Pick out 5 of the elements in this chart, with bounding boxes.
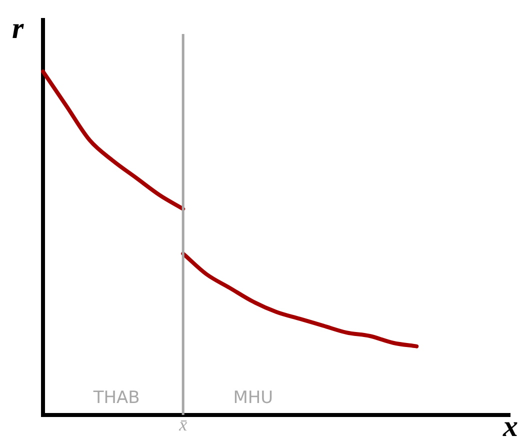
y-axis-title: r xyxy=(12,12,24,45)
annotation: MHU xyxy=(233,388,274,408)
annotation: THAB xyxy=(92,388,140,408)
annotation: x̄ xyxy=(178,414,188,435)
x-axis-title: x xyxy=(503,410,518,443)
